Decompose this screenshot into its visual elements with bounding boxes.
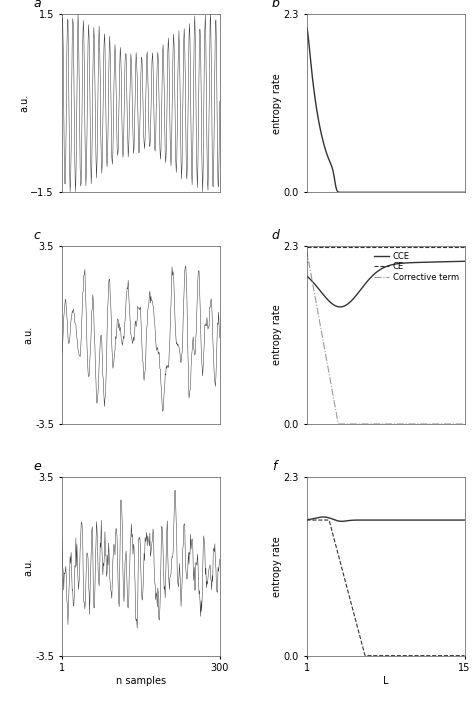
Text: e: e	[33, 460, 41, 473]
Text: f: f	[272, 460, 276, 473]
Y-axis label: entropy rate: entropy rate	[272, 537, 282, 597]
Text: d: d	[272, 228, 280, 242]
Text: c: c	[33, 228, 40, 242]
Y-axis label: a.u.: a.u.	[19, 94, 29, 112]
Y-axis label: a.u.: a.u.	[24, 326, 34, 344]
X-axis label: L: L	[383, 676, 388, 686]
Text: b: b	[272, 0, 280, 10]
Text: a: a	[33, 0, 41, 10]
Y-axis label: a.u.: a.u.	[24, 558, 34, 576]
X-axis label: n samples: n samples	[116, 676, 166, 686]
Legend: CCE, CE, Corrective term: CCE, CE, Corrective term	[373, 250, 460, 283]
Y-axis label: entropy rate: entropy rate	[272, 73, 282, 133]
Y-axis label: entropy rate: entropy rate	[272, 305, 282, 365]
